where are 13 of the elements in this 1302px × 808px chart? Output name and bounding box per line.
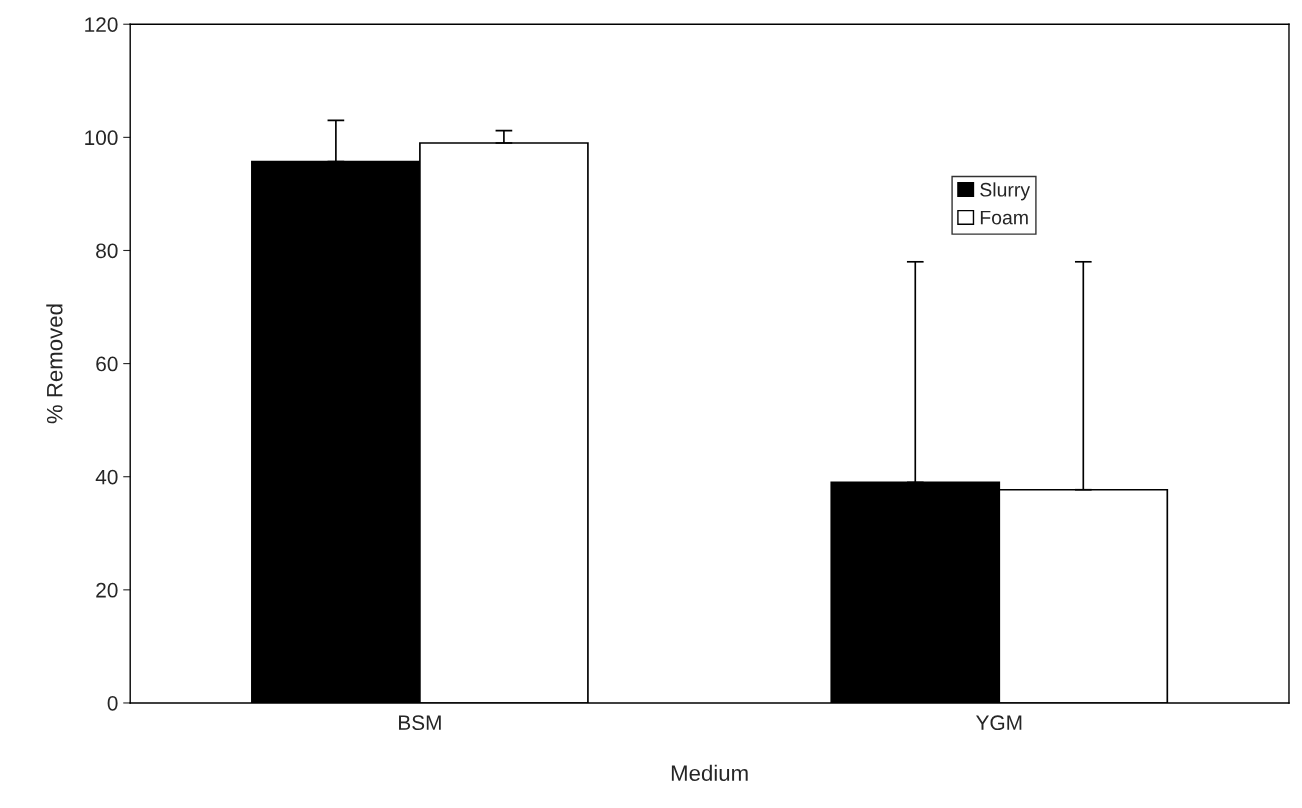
legend-label: Slurry bbox=[980, 182, 1031, 201]
y-tick-label: 80 bbox=[96, 243, 118, 259]
y-tick-label: 0 bbox=[107, 695, 118, 711]
legend-label: Foam bbox=[980, 210, 1028, 225]
y-tick-label: 40 bbox=[95, 469, 118, 485]
x-tick-label: YGM bbox=[976, 715, 1022, 731]
y-tick-label: 60 bbox=[96, 356, 118, 372]
x-axis-title: Medium bbox=[671, 764, 748, 782]
x-tick-label: BSM bbox=[399, 715, 441, 731]
y-axis-title: % Removed bbox=[46, 304, 63, 424]
y-tick-label: 20 bbox=[96, 582, 118, 598]
y-tick-label: 100 bbox=[85, 130, 118, 146]
y-tick-label: 120 bbox=[85, 17, 118, 32]
